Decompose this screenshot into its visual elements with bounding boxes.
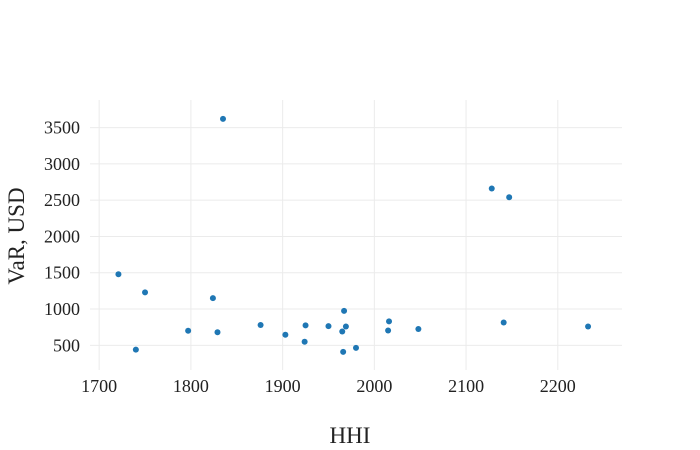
x-tick-label: 1900 bbox=[265, 376, 301, 396]
scatter-points bbox=[115, 115, 592, 355]
y-tick-label: 3500 bbox=[44, 118, 80, 138]
y-tick-label: 2500 bbox=[44, 190, 80, 210]
data-point bbox=[342, 323, 349, 330]
x-grid bbox=[98, 100, 559, 370]
data-point bbox=[132, 346, 139, 353]
y-tick-label: 1000 bbox=[44, 299, 80, 319]
data-point bbox=[339, 328, 346, 335]
data-point bbox=[506, 194, 513, 201]
data-point bbox=[214, 329, 221, 336]
x-tick-label: 2200 bbox=[540, 376, 576, 396]
y-tick-labels: 500 1000 1500 2000 2500 3000 3500 bbox=[44, 118, 80, 356]
y-tick-label: 500 bbox=[53, 335, 80, 355]
data-point bbox=[488, 185, 495, 192]
y-tick-label: 2000 bbox=[44, 226, 80, 246]
data-point bbox=[142, 289, 149, 296]
data-point bbox=[500, 319, 507, 326]
data-point bbox=[385, 327, 392, 334]
data-point bbox=[386, 318, 393, 325]
x-axis-title: HHI bbox=[330, 423, 371, 448]
y-axis-title: VaR, USD bbox=[4, 187, 29, 284]
data-point bbox=[325, 323, 332, 330]
y-tick-label: 3000 bbox=[44, 154, 80, 174]
data-point bbox=[341, 307, 348, 314]
data-point bbox=[301, 338, 308, 345]
data-point bbox=[220, 115, 226, 122]
data-point bbox=[185, 327, 192, 334]
y-grid bbox=[90, 127, 622, 346]
data-point bbox=[257, 322, 264, 328]
data-point bbox=[302, 322, 309, 329]
x-tick-label: 2000 bbox=[356, 376, 392, 396]
data-point bbox=[209, 295, 216, 302]
x-tick-label: 2100 bbox=[448, 376, 484, 396]
x-tick-label: 1800 bbox=[173, 376, 209, 396]
data-point bbox=[115, 271, 122, 278]
y-tick-label: 1500 bbox=[44, 263, 80, 283]
x-tick-labels: 1700 1800 1900 2000 2100 2200 bbox=[81, 376, 576, 396]
x-tick-label: 1700 bbox=[81, 376, 117, 396]
data-point bbox=[353, 344, 359, 351]
data-point bbox=[282, 331, 289, 338]
data-point bbox=[415, 325, 422, 332]
data-point bbox=[585, 323, 592, 330]
data-point bbox=[340, 348, 347, 355]
